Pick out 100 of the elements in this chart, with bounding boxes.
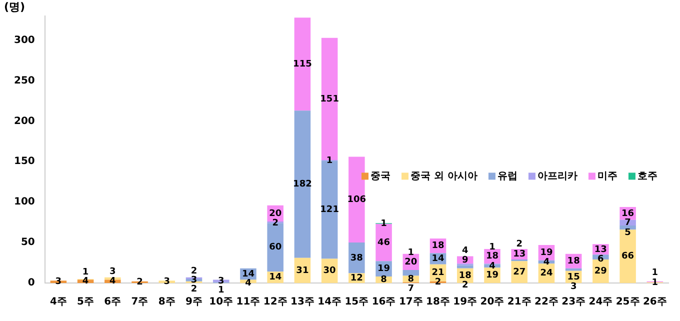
legend-label: 중국 외 아시아: [410, 170, 478, 182]
data-label: 121: [320, 205, 339, 216]
data-label: 2: [272, 218, 278, 229]
x-tick-label: 8주: [158, 296, 176, 308]
data-label: 12: [350, 273, 363, 284]
data-label: 115: [293, 59, 312, 70]
data-label: 18: [567, 256, 580, 266]
data-label: 66: [622, 252, 634, 262]
data-label: 30: [323, 266, 336, 276]
data-label: 151: [320, 94, 339, 104]
data-label: 18: [458, 271, 472, 282]
x-tick-label: 7주: [131, 296, 148, 308]
bar: [620, 226, 636, 230]
bar: [565, 268, 582, 271]
x-tick-label: 9주: [186, 296, 202, 308]
x-tick-label: 25주: [616, 296, 640, 308]
legend-label: 아프리카: [537, 170, 578, 182]
data-label: 2: [516, 240, 522, 250]
y-tick-label: 100: [14, 196, 35, 208]
data-label: 1: [218, 285, 224, 296]
data-label: 31: [296, 266, 309, 276]
data-label: 46: [378, 238, 390, 248]
y-tick-label: 150: [14, 156, 35, 168]
x-tick-label: 24주: [588, 296, 613, 308]
data-label: 18: [486, 252, 498, 262]
data-label: 4: [489, 261, 496, 272]
bar: [348, 156, 365, 243]
x-tick-label: 4주: [50, 296, 67, 308]
x-tick-label: 10주: [209, 296, 234, 308]
x-tick-label: 14주: [318, 296, 342, 308]
data-label: 60: [269, 242, 282, 253]
data-label: 106: [347, 195, 366, 206]
x-tick-label: 12주: [263, 296, 288, 308]
data-label: 21: [432, 268, 444, 278]
data-label: 7: [624, 218, 631, 228]
data-label: 8: [380, 275, 387, 286]
x-tick-label: 22주: [534, 296, 558, 308]
data-label: 1: [489, 242, 496, 252]
x-tick-label: 26주: [642, 296, 667, 308]
data-label: 14: [242, 269, 254, 280]
data-label: 8: [408, 274, 414, 284]
data-label: 7: [408, 284, 414, 294]
data-label: 13: [513, 250, 526, 260]
data-label: 20: [269, 208, 282, 219]
data-label: 27: [513, 267, 526, 278]
x-tick-label: 23주: [562, 296, 586, 308]
data-label: 1: [82, 268, 89, 278]
data-label: 3: [218, 276, 224, 286]
y-tick-label: 200: [14, 116, 35, 127]
legend-label: 중국: [370, 170, 391, 182]
data-label: 2: [462, 280, 468, 291]
y-tick-label: 250: [14, 75, 35, 86]
bar: [620, 230, 636, 283]
data-label: 18: [432, 241, 444, 252]
data-label: 3: [190, 276, 198, 286]
data-label: 4: [543, 257, 550, 268]
data-label: 29: [594, 266, 607, 277]
data-label: 16: [622, 208, 634, 219]
legend-label: 호주: [637, 170, 658, 182]
y-tick-label: 300: [14, 34, 35, 46]
x-tick-label: 13주: [290, 296, 314, 308]
data-label: 4: [245, 278, 252, 289]
data-label: 3: [570, 282, 577, 292]
data-label: 2: [190, 266, 198, 276]
data-label: 20: [404, 257, 418, 268]
x-tick-label: 18주: [426, 296, 450, 308]
data-label: 14: [269, 272, 282, 283]
data-label: 19: [378, 264, 390, 274]
bar: [348, 242, 365, 274]
x-tick-label: 19주: [453, 296, 478, 308]
data-label: 19: [540, 248, 553, 258]
data-label: 2: [190, 284, 198, 295]
x-tick-label: 21주: [507, 296, 532, 308]
y-tick-label: 0: [28, 278, 35, 289]
data-label: 15: [567, 272, 580, 282]
bar: [456, 265, 474, 268]
data-label: 19: [486, 270, 498, 281]
data-label: 1: [652, 278, 658, 288]
data-label: 1: [652, 268, 658, 278]
data-label: 9: [462, 255, 468, 266]
bar: [294, 110, 311, 258]
legend-label: 미주: [597, 170, 618, 182]
data-label: 38: [350, 253, 363, 264]
x-tick-label: 11주: [236, 296, 260, 308]
data-label: 5: [624, 228, 631, 238]
data-label: 4: [462, 246, 468, 256]
y-axis-title: (명): [4, 0, 26, 14]
data-label: 3: [110, 266, 116, 277]
data-label: 1: [326, 156, 333, 166]
x-tick-label: 15주: [344, 296, 369, 308]
x-tick-label: 17주: [398, 296, 423, 308]
bar: [402, 270, 420, 276]
data-label: 24: [540, 268, 553, 279]
x-tick-label: 16주: [372, 296, 396, 308]
data-label: 6: [598, 254, 604, 264]
data-label: 1: [408, 248, 414, 258]
data-label: 2: [434, 278, 442, 288]
x-tick-label: 5주: [77, 296, 94, 308]
legend-label: 유럽: [497, 170, 518, 182]
x-tick-label: 20주: [480, 296, 504, 308]
